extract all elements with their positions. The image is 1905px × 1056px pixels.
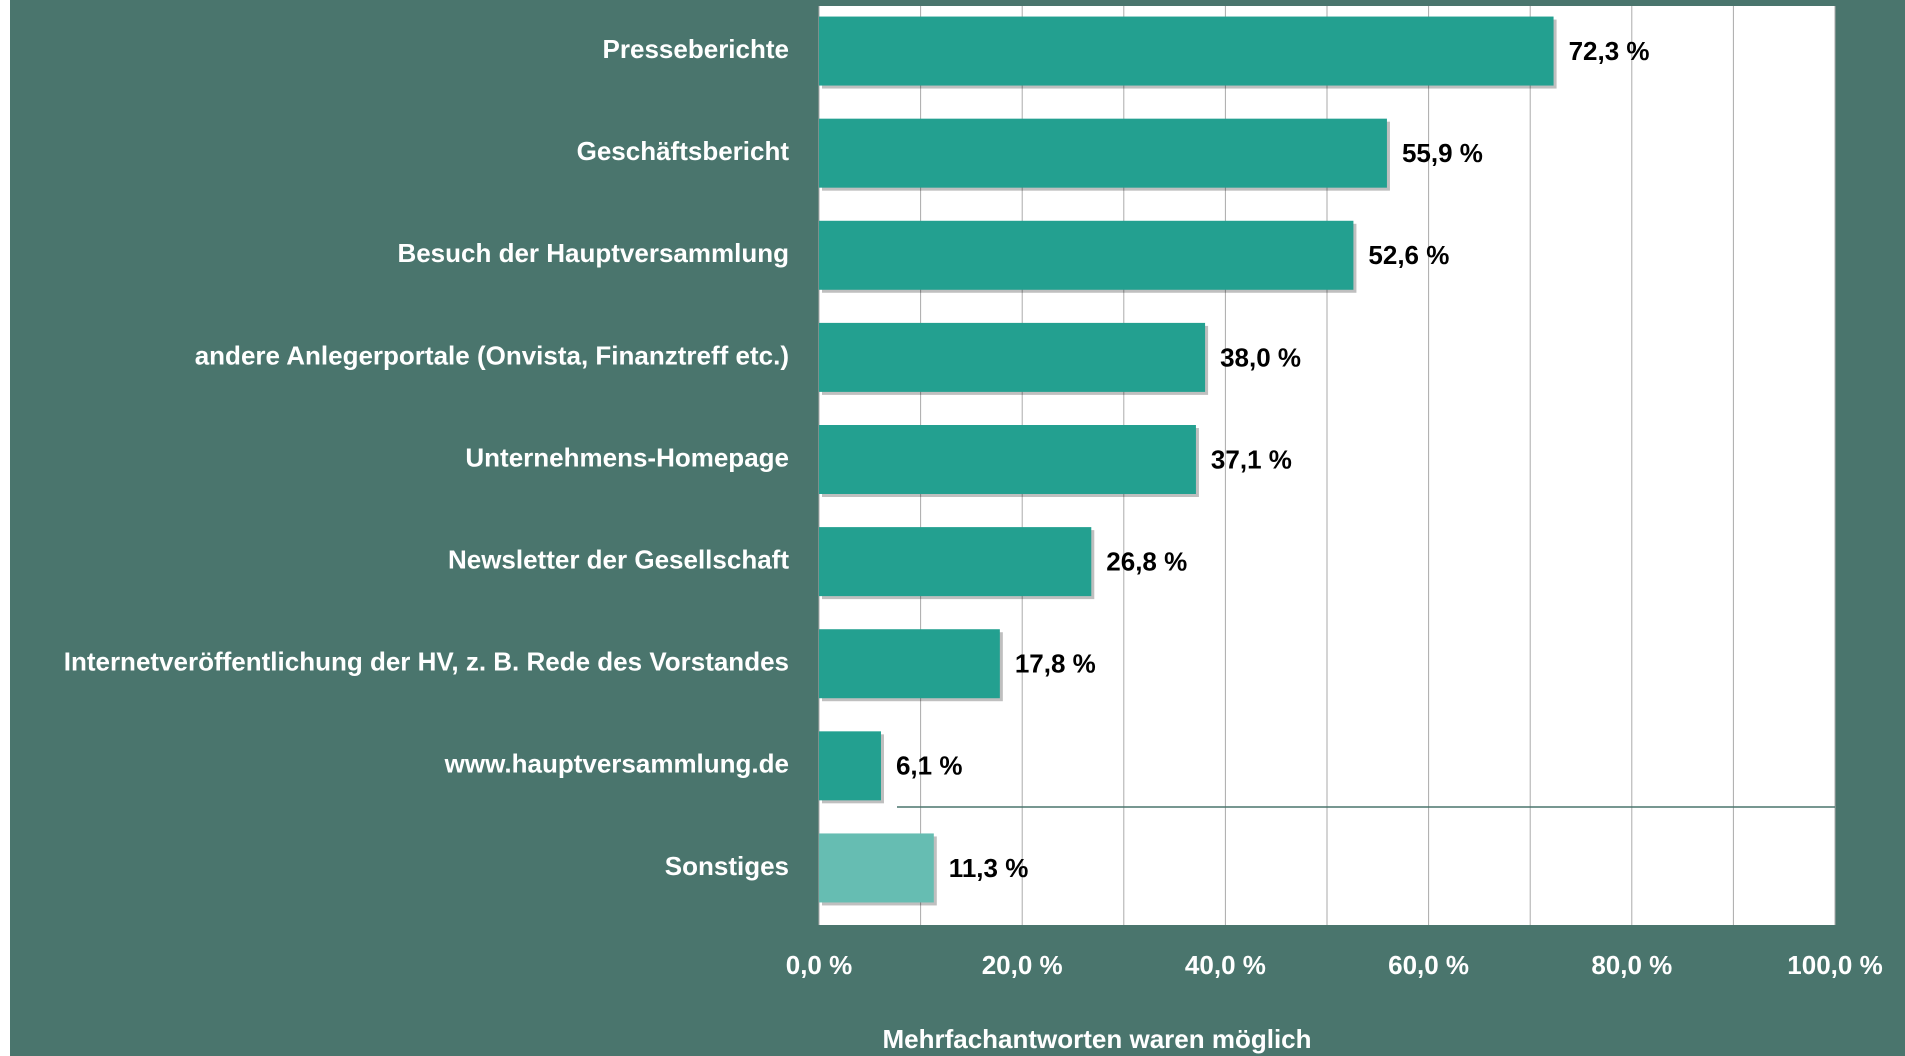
- x-tick-label: 60,0 %: [1388, 950, 1469, 980]
- bar: [819, 833, 934, 903]
- x-axis-title: Mehrfachantworten waren möglich: [882, 1024, 1311, 1054]
- category-label: andere Anlegerportale (Onvista, Finanztr…: [195, 340, 789, 370]
- value-label: 55,9 %: [1402, 138, 1483, 168]
- bar: [819, 527, 1092, 597]
- x-tick-label: 20,0 %: [982, 950, 1063, 980]
- bar: [819, 629, 1000, 699]
- category-label: Internetveröffentlichung der HV, z. B. R…: [64, 647, 789, 677]
- bar: [819, 220, 1354, 290]
- x-tick-label: 40,0 %: [1185, 950, 1266, 980]
- category-label: www.hauptversammlung.de: [444, 749, 789, 779]
- value-label: 37,1 %: [1211, 444, 1292, 474]
- value-label: 6,1 %: [896, 751, 963, 781]
- x-tick-label: 80,0 %: [1591, 950, 1672, 980]
- x-tick-label: 100,0 %: [1787, 950, 1882, 980]
- value-label: 52,6 %: [1368, 240, 1449, 270]
- bar: [819, 425, 1196, 494]
- category-label: Unternehmens-Homepage: [465, 442, 789, 472]
- category-label: Sonstiges: [665, 851, 789, 881]
- bar: [819, 16, 1554, 86]
- value-label: 72,3 %: [1569, 36, 1650, 66]
- bar: [819, 322, 1206, 392]
- value-label: 38,0 %: [1220, 342, 1301, 372]
- x-tick-label: 0,0 %: [786, 950, 853, 980]
- category-label: Presseberichte: [603, 34, 789, 64]
- value-label: 11,3 %: [949, 853, 1029, 883]
- bar: [819, 731, 881, 801]
- bar: [819, 118, 1387, 188]
- category-label: Geschäftsbericht: [577, 136, 790, 166]
- value-label: 26,8 %: [1106, 546, 1187, 576]
- category-label: Newsletter der Gesellschaft: [448, 544, 789, 574]
- category-label: Besuch der Hauptversammlung: [397, 238, 789, 268]
- value-label: 17,8 %: [1015, 649, 1096, 679]
